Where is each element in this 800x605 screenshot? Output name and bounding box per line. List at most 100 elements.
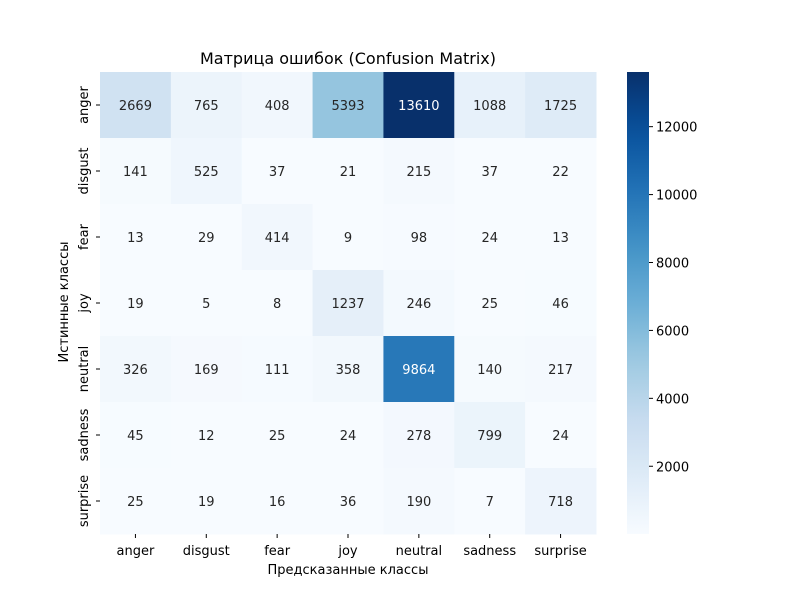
cell-value-label: 13	[127, 231, 144, 246]
heatmap-cell	[525, 336, 597, 403]
cell-value-label: 21	[340, 165, 357, 180]
cell-value-label: 5393	[331, 99, 364, 114]
heatmap-cell	[170, 270, 243, 337]
heatmap-cell	[454, 72, 526, 139]
x-tick-label: neutral	[396, 544, 443, 559]
cell-value-label: 5	[202, 297, 210, 312]
heatmap-cell	[241, 204, 314, 271]
cell-value-label: 9	[344, 231, 352, 246]
cell-value-label: 36	[340, 495, 357, 510]
cell-value-label: 326	[123, 363, 148, 378]
heatmap-cell	[100, 270, 172, 337]
cell-value-label: 98	[411, 231, 428, 246]
cell-value-label: 16	[269, 495, 286, 510]
heatmap-cell	[312, 336, 384, 403]
cell-value-label: 29	[198, 231, 215, 246]
heatmap-cell	[525, 72, 597, 139]
cell-value-label: 8	[273, 297, 281, 312]
heatmap-cell	[454, 270, 526, 337]
cell-value-label: 111	[265, 363, 290, 378]
heatmap-cell	[241, 336, 314, 403]
cell-value-label: 190	[406, 495, 431, 510]
x-tick-label: disgust	[183, 544, 230, 559]
cell-value-label: 45	[127, 429, 144, 444]
colorbar-tick-label: 10000	[656, 189, 697, 204]
x-tick-label: surprise	[534, 544, 586, 559]
cell-value-label: 765	[194, 99, 219, 114]
heatmap-cell	[241, 270, 314, 337]
heatmap-cell	[100, 402, 172, 469]
heatmap-cell	[312, 270, 384, 337]
cell-value-label: 246	[406, 297, 431, 312]
cell-value-label: 799	[477, 429, 502, 444]
heatmap-cell	[100, 204, 172, 271]
x-tick-label: anger	[117, 544, 155, 559]
heatmap-cell	[100, 468, 172, 535]
cell-value-label: 24	[340, 429, 357, 444]
y-axis-label: Истинные классы	[57, 242, 72, 363]
y-tick-label: neutral	[77, 346, 92, 393]
heatmap-cell	[383, 138, 455, 205]
heatmap-cell	[312, 468, 384, 535]
colorbar-gradient	[627, 72, 649, 534]
y-tick-label: anger	[77, 85, 92, 123]
cell-value-label: 19	[127, 297, 144, 312]
cell-value-label: 9864	[402, 363, 435, 378]
cell-value-label: 1237	[331, 297, 364, 312]
cell-value-label: 217	[548, 363, 573, 378]
heatmap-cell	[170, 402, 243, 469]
cell-value-label: 24	[552, 429, 569, 444]
cell-value-label: 408	[265, 99, 290, 114]
cell-value-label: 12	[198, 429, 215, 444]
heatmap-cell	[525, 402, 597, 469]
heatmap-cell	[454, 138, 526, 205]
heatmap-cell	[312, 138, 384, 205]
cell-value-label: 1725	[544, 99, 577, 114]
cell-value-label: 37	[481, 165, 498, 180]
cell-value-label: 22	[552, 165, 569, 180]
heatmap-cell	[241, 402, 314, 469]
heatmap-cell	[312, 204, 384, 271]
colorbar-tick-label: 12000	[656, 121, 697, 136]
heatmap-cell	[525, 270, 597, 337]
cell-value-label: 2669	[119, 99, 152, 114]
heatmap-cell	[100, 138, 172, 205]
cell-value-label: 24	[481, 231, 498, 246]
cell-value-label: 25	[127, 495, 144, 510]
heatmap-cell	[170, 468, 243, 535]
cell-value-label: 141	[123, 165, 148, 180]
x-tick-label: joy	[337, 544, 358, 559]
heatmap-cell	[383, 270, 455, 337]
heatmap-cell	[241, 138, 314, 205]
heatmap-cell	[170, 336, 243, 403]
heatmap-cell	[454, 468, 526, 535]
heatmap-cell	[383, 336, 455, 403]
x-tick-label: fear	[264, 544, 291, 559]
heatmap-cell	[454, 204, 526, 271]
colorbar-tick-label: 2000	[656, 460, 689, 475]
heatmap-cell	[383, 468, 455, 535]
cell-value-label: 25	[481, 297, 498, 312]
cell-value-label: 19	[198, 495, 215, 510]
cell-value-label: 215	[406, 165, 431, 180]
heatmap-cell	[454, 402, 526, 469]
x-axis-ticks: anger disgust fear joy neutral sadness surpris…	[117, 534, 587, 559]
y-tick-label: surprise	[77, 475, 92, 527]
heatmap-cell	[170, 204, 243, 271]
cell-value-label: 13	[552, 231, 569, 246]
y-tick-label: fear	[77, 223, 92, 250]
cell-value-label: 358	[336, 363, 361, 378]
colorbar-tick-label: 6000	[656, 324, 689, 339]
heatmap-cell	[170, 138, 243, 205]
cell-value-label: 718	[548, 495, 573, 510]
cell-value-label: 278	[406, 429, 431, 444]
cell-value-label: 7	[486, 495, 494, 510]
cell-value-label: 1088	[473, 99, 506, 114]
x-axis-label: Предсказанные классы	[268, 563, 429, 578]
cell-value-label: 25	[269, 429, 286, 444]
cell-value-label: 525	[194, 165, 219, 180]
y-axis-ticks: anger disgust fear joy neutral sadness surpris…	[77, 85, 100, 527]
